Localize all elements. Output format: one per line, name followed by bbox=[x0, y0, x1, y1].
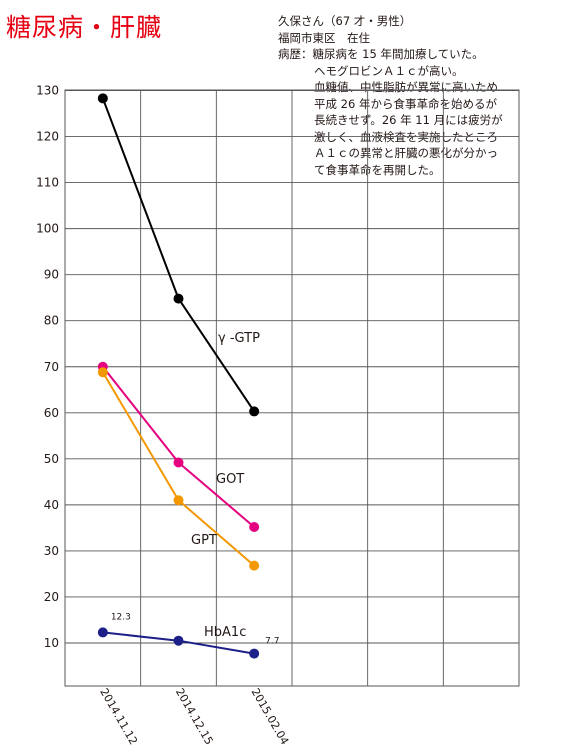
history-line: 病歴：糖尿病を 15 年間加療していた。 bbox=[278, 47, 484, 61]
y-tick-label: 90 bbox=[44, 268, 59, 282]
history-line: ヘモグロビンＡ１ｃが高い。 bbox=[314, 63, 464, 78]
chart-series: γ -GTP GOT GPT HbA1c 12.3 7.7 bbox=[97, 93, 279, 659]
data-point bbox=[173, 457, 184, 468]
data-point bbox=[97, 93, 108, 104]
y-tick-label: 110 bbox=[36, 176, 59, 190]
series-label: γ -GTP bbox=[218, 331, 260, 346]
y-tick-label: 70 bbox=[44, 360, 59, 374]
y-tick-label: 50 bbox=[44, 452, 59, 466]
series-line bbox=[101, 97, 255, 412]
patient-address: 福岡市東区 在住 bbox=[278, 30, 370, 45]
data-point bbox=[97, 367, 108, 378]
y-tick-label: 100 bbox=[36, 222, 59, 236]
data-point bbox=[249, 560, 260, 571]
chart-grid bbox=[64, 89, 520, 687]
data-point bbox=[249, 648, 260, 659]
y-tick-label: 130 bbox=[36, 84, 59, 98]
y-tick-label: 80 bbox=[44, 314, 59, 328]
data-point bbox=[173, 293, 184, 304]
y-tick-label: 120 bbox=[36, 130, 59, 144]
series-line bbox=[101, 371, 255, 567]
data-point bbox=[249, 521, 260, 532]
x-tick-label: 2015.02.04 bbox=[249, 686, 292, 747]
y-tick-label: 40 bbox=[44, 498, 59, 512]
series-label: GOT bbox=[216, 472, 244, 487]
data-label: 12.3 bbox=[111, 612, 131, 622]
y-tick-label: 20 bbox=[44, 590, 59, 604]
history-line: 平成 26 年から食事革命を始めるが bbox=[314, 96, 497, 111]
history-line: て食事革命を再開した。 bbox=[314, 162, 441, 177]
page-title: 糖尿病・肝臓 bbox=[6, 13, 163, 42]
history-line: 長続きせず。26 年 11 月には疲労が bbox=[314, 113, 503, 127]
history-line: Ａ１ｃの異常と肝臓の悪化が分かっ bbox=[314, 146, 498, 160]
data-point bbox=[97, 627, 108, 638]
x-tick-label: 2014.11.12 bbox=[97, 686, 140, 747]
data-point bbox=[173, 495, 184, 506]
series-label: HbA1c bbox=[204, 625, 246, 640]
data-point bbox=[173, 635, 184, 646]
y-axis: 10 20 30 40 50 60 70 80 90 100 110 120 130 bbox=[36, 84, 59, 651]
data-label: 7.7 bbox=[265, 637, 279, 647]
data-point bbox=[249, 406, 260, 417]
patient-name: 久保さん（67 才・男性） bbox=[278, 14, 412, 28]
y-tick-label: 60 bbox=[44, 406, 59, 420]
x-tick-label: 2014.12.15 bbox=[173, 686, 216, 747]
x-axis: 2014.11.12 2014.12.15 2015.02.04 bbox=[97, 686, 291, 747]
series-label: GPT bbox=[191, 533, 217, 548]
y-tick-label: 30 bbox=[44, 544, 59, 558]
y-tick-label: 10 bbox=[44, 636, 59, 650]
